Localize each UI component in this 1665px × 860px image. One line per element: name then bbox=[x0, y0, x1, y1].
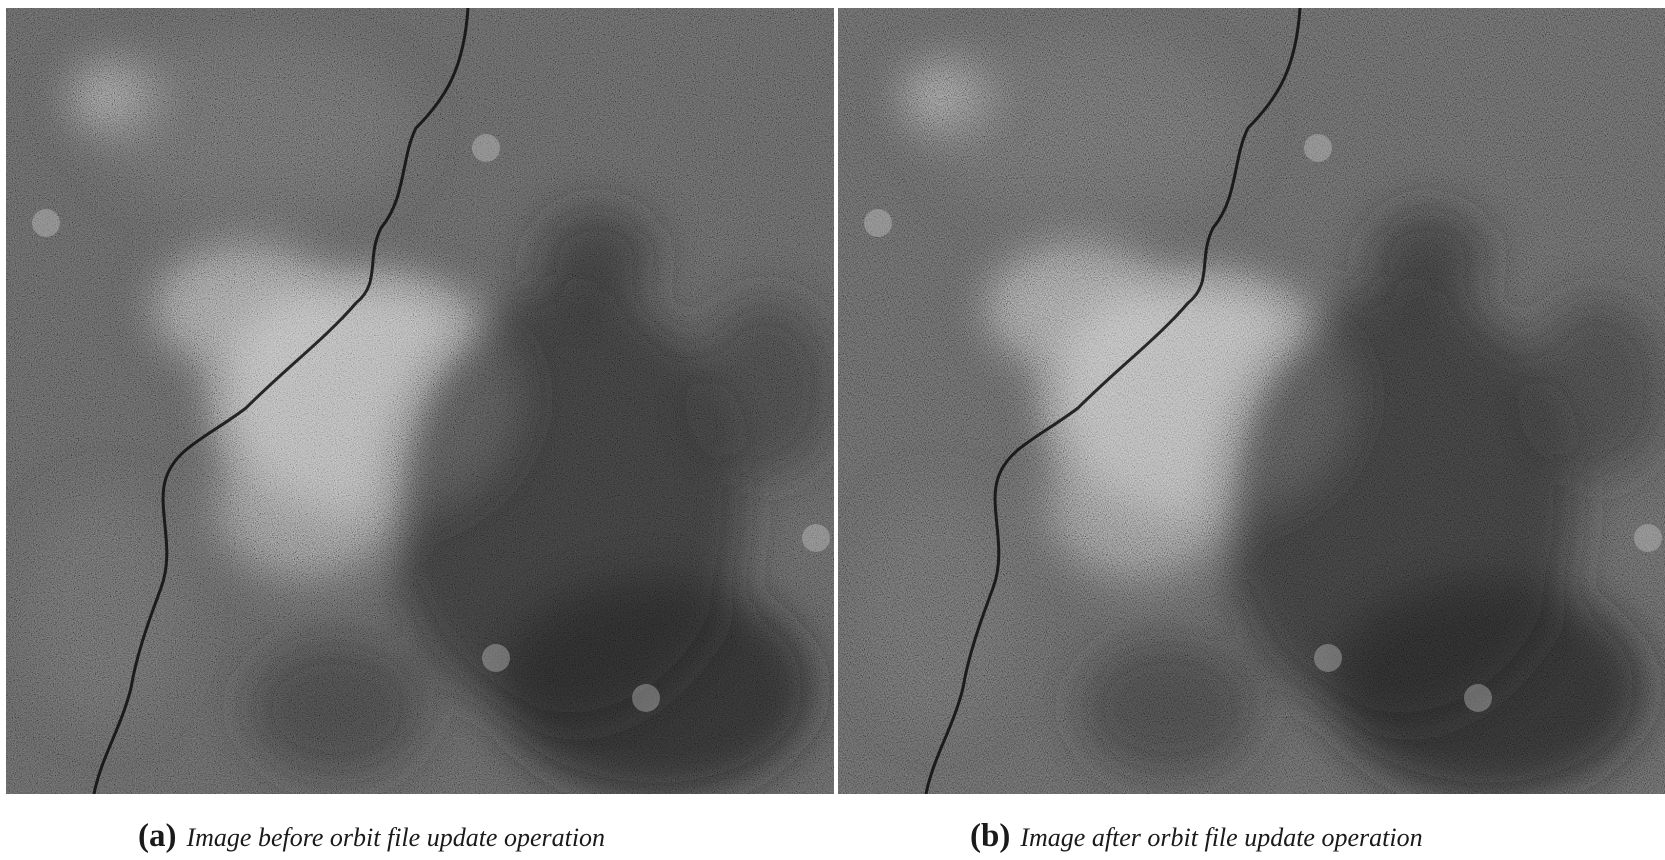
sar-image-before bbox=[6, 8, 834, 794]
caption-b-label: (b) bbox=[970, 818, 1011, 854]
caption-b-text: Image after orbit file update operation bbox=[1020, 823, 1423, 852]
caption-a-label: (a) bbox=[138, 818, 177, 854]
caption-a: (a) Image before orbit file update operat… bbox=[138, 818, 605, 854]
sar-image-after bbox=[838, 8, 1665, 794]
sar-image-b bbox=[838, 8, 1665, 794]
sar-image-a bbox=[6, 8, 834, 794]
caption-b: (b) Image after orbit file update operati… bbox=[970, 818, 1423, 854]
caption-a-text: Image before orbit file update operation bbox=[186, 823, 606, 852]
